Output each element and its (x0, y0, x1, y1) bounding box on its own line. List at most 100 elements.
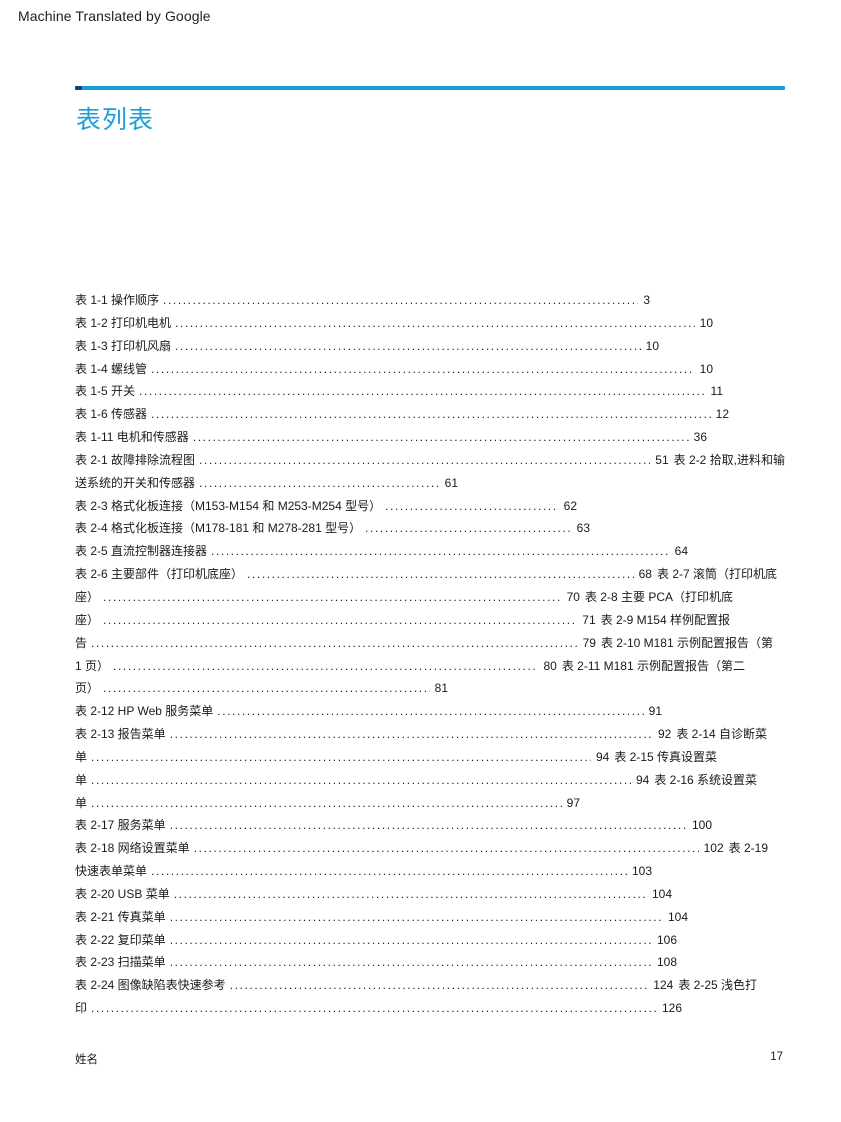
toc-entry-continuation: 表 2-15 传真设置菜 (614, 749, 717, 764)
dot-leader: ........................................… (217, 704, 643, 719)
toc-line: 表 2-17 服务菜单.............................… (75, 816, 712, 839)
toc-entry-text: 表 2-23 扫描菜单 (75, 955, 166, 970)
toc-line: 告.......................................… (75, 634, 773, 657)
toc-line: 表 1-6 传感器...............................… (75, 405, 729, 428)
toc-entry-continuation: 表 2-8 主要 PCA（打印机底 (584, 589, 733, 604)
toc-page-number: 68 (638, 567, 652, 582)
toc-line: 表 1-1 操作顺序..............................… (75, 291, 650, 314)
toc-entry-text: 座） (75, 612, 100, 627)
footer-name-label: 姓名 (75, 1054, 98, 1066)
dot-leader: ........................................… (151, 361, 695, 376)
toc-entry-continuation: 表 2-16 系统设置菜 (654, 772, 757, 787)
toc-line: 快速表单菜单..................................… (75, 862, 652, 885)
toc-line: 表 2-4 格式化板连接（M178-181 和 M278-281 型号）....… (75, 519, 590, 542)
dot-leader: ........................................… (173, 886, 647, 901)
toc-entry-text: 表 2-20 USB 菜单 (75, 886, 170, 901)
toc-page-number: 3 (643, 293, 650, 307)
toc-page-number: 91 (648, 704, 662, 719)
toc-line: 表 1-3 打印机风扇.............................… (75, 337, 659, 360)
toc-page-number: 94 (635, 772, 650, 787)
toc-entry-text: 表 2-18 网络设置菜单 (75, 841, 190, 856)
toc-page-number: 71 (582, 612, 596, 627)
toc-line: 表 2-21 传真菜单.............................… (75, 908, 688, 931)
toc-page-number: 61 (444, 475, 458, 490)
toc-line: 座）......................................… (75, 588, 733, 611)
translation-notice: Machine Translated by Google (18, 8, 211, 24)
toc-line: 表 2-22 复印菜单.............................… (75, 931, 677, 954)
toc-page-number: 63 (576, 521, 590, 536)
toc-entry-text: 表 2-5 直流控制器连接器 (75, 544, 208, 559)
dot-leader: ........................................… (365, 521, 572, 536)
toc-entry-text: 表 2-17 服务菜单 (75, 818, 166, 833)
toc-line: 表 1-4 螺线管...............................… (75, 360, 713, 383)
toc-entry-text: 表 2-6 主要部件（打印机底座） (75, 567, 244, 582)
dot-leader: ........................................… (151, 864, 627, 879)
dot-leader: ........................................… (211, 544, 670, 559)
toc-line: 表 1-11 电机和传感器...........................… (75, 428, 707, 451)
toc-page-number: 62 (563, 498, 577, 513)
toc-page-number: 106 (656, 932, 677, 947)
dot-leader: ........................................… (247, 567, 634, 582)
dot-leader: ........................................… (151, 407, 711, 422)
toc-entry-text: 表 2-4 格式化板连接（M178-181 和 M278-281 型号） (75, 521, 362, 536)
toc-entry-continuation: 表 2-2 拾取,进料和输 (673, 452, 785, 467)
toc-page-number: 104 (651, 886, 672, 901)
toc-line: 表 2-13 报告菜单.............................… (75, 725, 767, 748)
toc-entry-continuation: 表 2-7 滚筒（打印机底 (656, 567, 777, 582)
toc-entry-text: 表 1-3 打印机风扇 (75, 338, 172, 353)
dot-leader: ........................................… (199, 475, 440, 490)
toc-line: 单.......................................… (75, 771, 757, 794)
toc-entry-continuation: 表 2-19 (728, 841, 768, 856)
toc-entry-text: 表 2-12 HP Web 服务菜单 (75, 704, 214, 719)
toc-line: 页）......................................… (75, 679, 448, 702)
dot-leader: ........................................… (169, 818, 687, 833)
dot-leader: ........................................… (103, 589, 562, 604)
page-title: 表列表 (76, 106, 155, 134)
toc-page-number: 92 (657, 727, 672, 742)
toc-entry-text: 表 2-24 图像缺陷表快速参考 (75, 978, 226, 993)
toc-entry-text: 表 1-4 螺线管 (75, 361, 148, 376)
toc-line: 印.......................................… (75, 999, 682, 1022)
dot-leader: ........................................… (139, 384, 706, 399)
toc-entry-text: 表 1-6 传感器 (75, 407, 148, 422)
toc-line: 表 2-23 扫描菜单.............................… (75, 953, 677, 976)
toc-page-number: 97 (566, 795, 580, 810)
toc-entry-text: 表 2-13 报告菜单 (75, 727, 166, 742)
toc-entry-text: 印 (75, 1001, 88, 1016)
toc-entry-continuation: 表 2-25 浅色打 (678, 978, 757, 993)
toc-page-number: 11 (710, 384, 723, 399)
toc-page-number: 108 (656, 955, 677, 970)
dot-leader: ........................................… (169, 955, 652, 970)
toc-page-number: 79 (582, 635, 596, 650)
title-accent-rule (75, 86, 785, 90)
dot-leader: ........................................… (169, 909, 663, 924)
toc-entry-text: 单 (75, 795, 88, 810)
toc-entry-text: 表 2-1 故障排除流程图 (75, 452, 196, 467)
toc-line: 表 1-2 打印机电机.............................… (75, 314, 713, 337)
toc-line: 1 页）....................................… (75, 657, 745, 680)
dot-leader: ........................................… (199, 452, 651, 467)
toc-page-number: 80 (543, 658, 557, 673)
toc-entry-text: 快速表单菜单 (75, 864, 148, 879)
toc-line: 单.......................................… (75, 794, 580, 817)
dot-leader: ........................................… (169, 727, 653, 742)
dot-leader: ........................................… (91, 749, 591, 764)
dot-leader: ........................................… (175, 315, 695, 330)
toc-entry-text: 送系统的开关和传感器 (75, 475, 196, 490)
toc-entry-continuation: 表 2-14 自诊断菜 (676, 727, 767, 742)
toc-page-number: 10 (645, 338, 659, 353)
toc-line: 表 2-6 主要部件（打印机底座）.......................… (75, 565, 777, 588)
toc-entry-text: 告 (75, 635, 88, 650)
dot-leader: ........................................… (169, 932, 652, 947)
toc-page-number: 12 (715, 407, 729, 422)
toc-line: 表 2-20 USB 菜单...........................… (75, 885, 672, 908)
toc-page-number: 10 (699, 361, 713, 376)
toc-page-number: 124 (653, 978, 674, 993)
toc-line: 表 2-3 格式化板连接（M153-M154 和 M253-M254 型号）..… (75, 497, 577, 520)
toc-page-number: 36 (693, 430, 707, 445)
toc-entry-text: 表 2-3 格式化板连接（M153-M154 和 M253-M254 型号） (75, 498, 382, 513)
toc-entry-text: 表 2-22 复印菜单 (75, 932, 166, 947)
dot-leader: ........................................… (91, 1001, 657, 1016)
dot-leader: ........................................… (193, 841, 699, 856)
